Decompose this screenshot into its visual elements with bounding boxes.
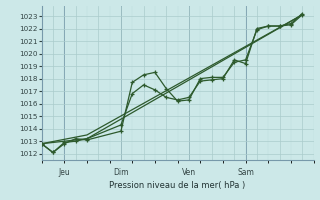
Text: Jeu: Jeu bbox=[58, 168, 70, 177]
Text: Dim: Dim bbox=[113, 168, 129, 177]
X-axis label: Pression niveau de la mer( hPa ): Pression niveau de la mer( hPa ) bbox=[109, 181, 246, 190]
Text: Ven: Ven bbox=[182, 168, 196, 177]
Text: Sam: Sam bbox=[237, 168, 254, 177]
